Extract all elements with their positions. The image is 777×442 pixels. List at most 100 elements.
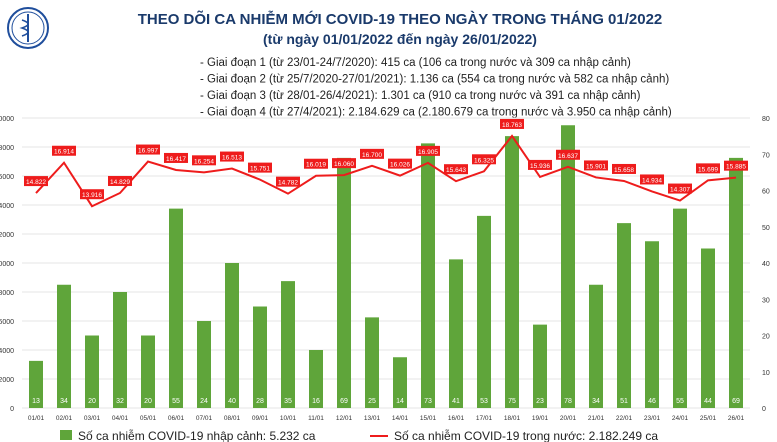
line-series: [35, 134, 737, 208]
line-value-label: 14.822: [26, 179, 46, 186]
line-value-label: 14.307: [670, 187, 690, 194]
line-value-label: 15.751: [250, 166, 270, 173]
bar: [57, 284, 71, 408]
line-label-box: [668, 183, 692, 194]
bar-value-label: 55: [676, 398, 684, 405]
bar: [85, 335, 99, 408]
bar: [197, 321, 211, 408]
line-value-label: 16.513: [222, 155, 242, 162]
line-value-label: 15.699: [698, 166, 718, 173]
bar-value-label: 35: [284, 398, 292, 405]
x-tick-label: 08/01: [224, 415, 241, 422]
bar-value-label: 78: [564, 398, 572, 405]
line-label-box: [24, 176, 48, 187]
legend-line-label: Số ca nhiễm COVID-19 trong nước: 2.182.2…: [394, 428, 658, 442]
bar: [309, 350, 323, 408]
bar-value-label: 20: [144, 398, 152, 405]
right-tick-label: 70: [762, 152, 770, 159]
right-axis-ticks: 0 10 20 30 40 50 60 70 80: [762, 116, 770, 413]
x-tick-label: 19/01: [532, 415, 549, 422]
line-label-box: [724, 160, 748, 171]
line-label-box: [304, 158, 328, 169]
line-value-label: 14.934: [642, 177, 662, 184]
x-tick-label: 06/01: [168, 415, 185, 422]
x-tick-label: 24/01: [672, 415, 689, 422]
bar-value-label: 28: [256, 398, 264, 405]
right-tick-label: 10: [762, 370, 770, 377]
bar-series: [29, 125, 743, 408]
line-value-label: 15.901: [586, 163, 606, 170]
bar: [673, 208, 687, 408]
bar-value-label: 24: [200, 398, 208, 405]
gridlines: [22, 117, 750, 409]
line-label-box: [276, 176, 300, 187]
x-tick-label: 22/01: [616, 415, 633, 422]
left-tick-label: 8000: [0, 290, 14, 297]
bar-value-label: 73: [424, 398, 432, 405]
x-tick-label: 10/01: [280, 415, 297, 422]
right-tick-label: 80: [762, 116, 770, 123]
right-tick-label: 60: [762, 189, 770, 196]
line-label-box: [500, 118, 524, 129]
line-value-label: 14.829: [110, 179, 130, 186]
phase-note: - Giai đoạn 4 (từ 27/4/2021): 2.184.629 …: [200, 107, 672, 119]
line-value-labels: 14.822 16.914 13.916 14.829 16.997 16.417 16.2…: [24, 118, 748, 200]
bar: [253, 306, 267, 408]
bar-value-label: 51: [620, 398, 628, 405]
x-tick-label: 17/01: [476, 415, 493, 422]
line-value-label: 16.914: [54, 149, 74, 156]
line-label-box: [52, 145, 76, 156]
bar-value-label: 69: [732, 398, 740, 405]
line-value-label: 15.936: [530, 163, 550, 170]
line-value-label: 16.019: [306, 162, 326, 169]
bar-value-label: 16: [312, 398, 320, 405]
ministry-logo: [7, 7, 49, 49]
phase-notes: - Giai đoạn 1 (từ 23/01-24/7/2020): 415 …: [200, 57, 672, 119]
bar-value-labels: 13 34 20 32 20 55 24 40 28 35 16 69 25 14 73 41 53 75 23 78…: [32, 398, 740, 405]
left-tick-label: 4000: [0, 348, 14, 355]
bar: [533, 324, 547, 408]
x-tick-label: 11/01: [308, 415, 324, 422]
bar: [701, 248, 715, 408]
right-tick-label: 40: [762, 261, 770, 268]
line-label-box: [612, 163, 636, 174]
left-tick-label: 2000: [0, 377, 14, 384]
line-value-label: 15.643: [446, 167, 466, 174]
bar: [645, 241, 659, 408]
right-tick-label: 20: [762, 334, 770, 341]
left-tick-label: 20000: [0, 116, 14, 123]
line-label-box: [388, 158, 412, 169]
x-tick-label: 12/01: [336, 415, 353, 422]
line-path: [35, 134, 737, 208]
bar-value-label: 69: [340, 398, 348, 405]
line-label-box: [164, 152, 188, 163]
line-label-box: [444, 164, 468, 175]
bar-value-label: 34: [60, 398, 68, 405]
line-value-label: 16.700: [362, 152, 382, 159]
bar-value-label: 41: [452, 398, 460, 405]
left-axis-ticks: 0 2000 4000 6000 8000 10000 12000 14000 16000 180…: [0, 116, 14, 413]
bar: [337, 157, 351, 408]
line-value-label: 16.026: [390, 162, 410, 169]
x-tick-label: 04/01: [112, 415, 129, 422]
line-value-label: 16.905: [418, 149, 438, 156]
bar-value-label: 40: [228, 398, 236, 405]
x-tick-label: 23/01: [644, 415, 661, 422]
left-tick-label: 10000: [0, 261, 14, 268]
line-value-label: 16.254: [194, 158, 214, 165]
line-value-label: 15.658: [614, 167, 634, 174]
line-label-box: [640, 174, 664, 185]
line-value-label: 16.997: [138, 148, 158, 155]
bar: [477, 215, 491, 408]
x-tick-label: 02/01: [56, 415, 73, 422]
x-tick-label: 05/01: [140, 415, 157, 422]
bar-value-label: 23: [536, 398, 544, 405]
line-label-box: [332, 158, 356, 169]
bar: [561, 125, 575, 408]
bar-value-label: 34: [592, 398, 600, 405]
line-value-label: 18.763: [502, 122, 522, 129]
x-tick-label: 01/01: [28, 415, 45, 422]
x-tick-label: 26/01: [728, 415, 745, 422]
x-tick-label: 03/01: [84, 415, 101, 422]
line-value-label: 16.325: [474, 157, 494, 164]
